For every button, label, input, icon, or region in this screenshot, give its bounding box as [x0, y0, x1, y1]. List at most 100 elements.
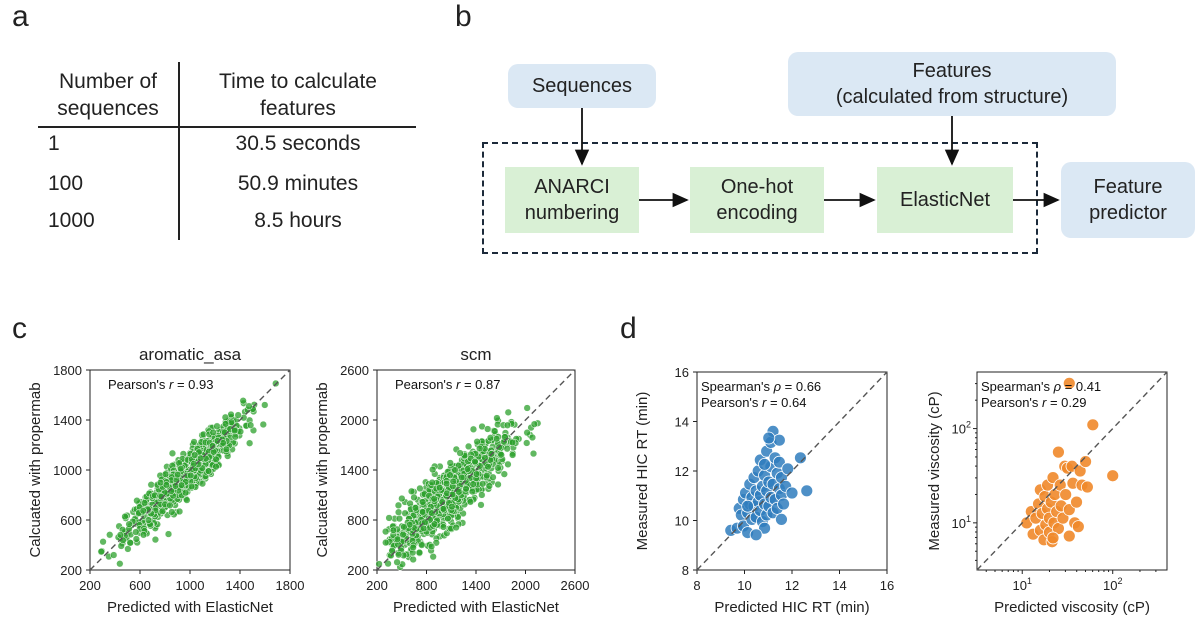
data-point [395, 551, 403, 559]
data-point [125, 520, 133, 528]
data-point [1052, 445, 1065, 459]
data-point [97, 548, 105, 556]
data-point [385, 514, 393, 522]
data-point [446, 459, 454, 467]
y-tick-label: 1400 [340, 463, 369, 478]
data-point [749, 528, 763, 542]
x-axis-label: Predicted viscosity (cP) [994, 599, 1150, 616]
x-tick-label: 1000 [176, 578, 205, 593]
data-point [409, 543, 417, 552]
data-point [503, 421, 512, 429]
data-point [177, 481, 186, 489]
data-point [530, 420, 539, 428]
sequences-box: Sequences [508, 64, 656, 108]
x-tick-label: 10 [737, 578, 751, 593]
panel-label-a: a [12, 0, 29, 33]
y-tick-label: 200 [347, 563, 369, 578]
y-tick-label: 2000 [340, 413, 369, 428]
table-header-rule [38, 126, 416, 128]
predictor-box: Feature predictor [1061, 162, 1195, 238]
y-tick-label: 800 [347, 513, 369, 528]
x-tick-label: 2000 [511, 578, 540, 593]
identity-line [696, 371, 888, 571]
data-point [775, 513, 788, 526]
x-tick-label: 14 [832, 578, 846, 593]
data-point [794, 451, 807, 465]
data-point [476, 444, 484, 453]
identity-line [376, 369, 576, 571]
identity-line [89, 369, 291, 571]
data-point [182, 489, 190, 497]
x-tick-label: 102 [1103, 576, 1122, 593]
data-point [463, 465, 472, 473]
y-axis-label: Measured viscosity (cP) [926, 391, 943, 550]
data-point [472, 470, 481, 478]
data-point [410, 493, 418, 502]
onehot-label: One-hot [720, 176, 794, 198]
data-point [435, 483, 444, 492]
y-tick-label: 1000 [53, 463, 82, 478]
data-point [416, 484, 424, 493]
x-tick-label: 1800 [276, 578, 305, 593]
x-tick-label: 600 [129, 578, 151, 593]
x-tick-label: 1400 [226, 578, 255, 593]
data-point [1071, 520, 1085, 534]
stat-annotation: Pearson's r = 0.29 [981, 395, 1086, 410]
data-point [429, 465, 437, 474]
data-point [175, 507, 184, 516]
plot-frame [976, 371, 1168, 571]
data-point [458, 473, 466, 482]
data-point [430, 495, 438, 503]
data-point [428, 509, 436, 517]
data-point [121, 512, 129, 521]
panel-label-b: b [455, 0, 472, 33]
data-point [1106, 469, 1120, 483]
table-column-rule [178, 62, 180, 240]
data-point [133, 497, 141, 505]
x-tick-label: 8 [693, 578, 700, 593]
x-tick-label: 200 [366, 578, 388, 593]
data-point [394, 501, 403, 509]
data-point [124, 545, 132, 553]
data-point [212, 463, 220, 471]
elasticnet-box: ElasticNet [877, 167, 1013, 233]
data-point [394, 508, 403, 516]
model-boundary-dashed-box [482, 142, 1038, 254]
y-tick-label: 2600 [340, 363, 369, 378]
features-label: Features [912, 60, 992, 82]
data-point [428, 478, 436, 487]
x-tick-label: 101 [1012, 576, 1031, 593]
data-point [398, 494, 406, 503]
data-points [375, 404, 542, 571]
data-point [140, 499, 149, 507]
data-point [1056, 511, 1070, 525]
table-cell-count: 1 [48, 132, 60, 155]
data-point [147, 481, 155, 489]
data-point [466, 498, 475, 506]
data-point [1079, 455, 1092, 468]
data-point [508, 451, 517, 459]
data-point [245, 402, 253, 410]
y-tick-label: 101 [952, 514, 971, 531]
data-point [384, 559, 392, 568]
table-header-text: Time to calculate [219, 70, 377, 93]
data-point [427, 542, 436, 551]
data-point [489, 473, 497, 481]
data-point [1062, 529, 1076, 543]
table-header-text: sequences [57, 97, 159, 120]
data-point [166, 501, 174, 509]
data-point [204, 467, 213, 475]
data-point [393, 558, 401, 566]
data-point [800, 484, 814, 498]
data-point [523, 404, 531, 412]
data-point [139, 531, 148, 539]
data-point [446, 471, 454, 479]
data-point [762, 431, 776, 445]
data-point [444, 514, 452, 523]
y-tick-label: 14 [675, 415, 689, 430]
data-point [177, 464, 185, 473]
data-point [393, 535, 402, 543]
data-point [110, 551, 118, 559]
x-tick-label: 2600 [561, 578, 590, 593]
